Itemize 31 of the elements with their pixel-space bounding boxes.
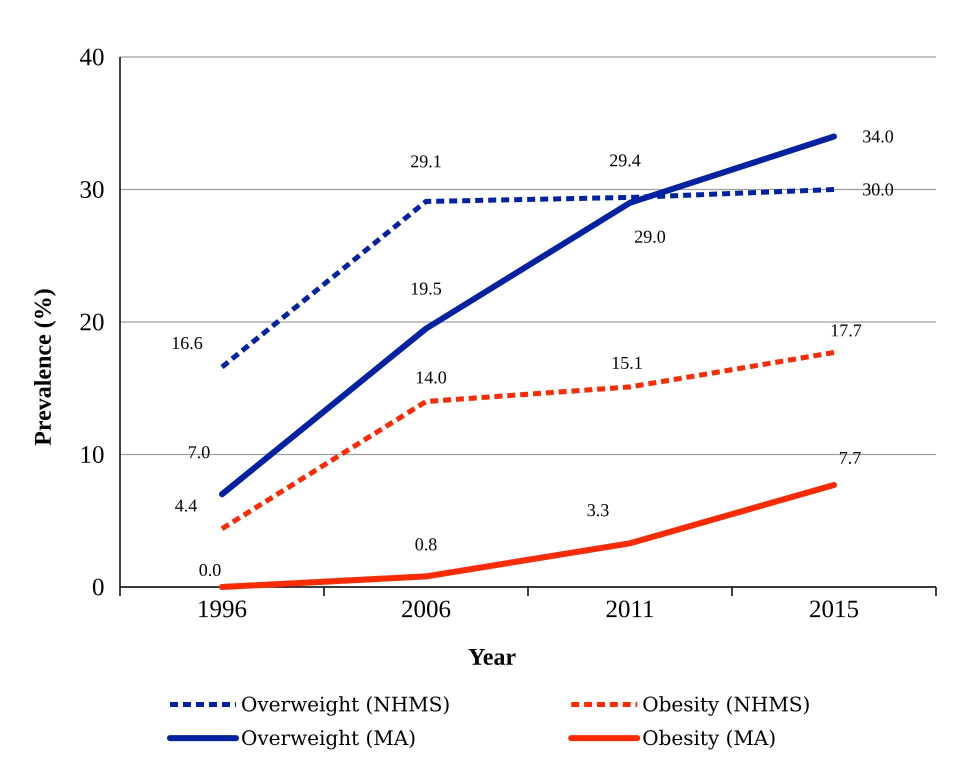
y-tick-label: 20 — [80, 314, 104, 330]
y-tick-label: 10 — [82, 446, 104, 463]
data-label: 30.0 — [863, 183, 894, 196]
y-tick-label: 30 — [80, 181, 104, 198]
data-label: 0.0 — [199, 564, 221, 576]
y-axis-title: Prevalence (%) — [34, 289, 56, 446]
x-axis-title: Year — [468, 648, 516, 665]
legend-label: Overweight (MA) — [242, 730, 414, 750]
x-tick-label: 2011 — [606, 600, 654, 618]
legend-label: Obesity (MA) — [643, 730, 775, 750]
data-label: 29.0 — [635, 230, 666, 243]
data-label: 0.8 — [415, 538, 437, 551]
data-label: 7.0 — [188, 446, 210, 458]
x-tick-label: 2015 — [810, 600, 858, 618]
data-label: 19.5 — [412, 282, 442, 295]
data-label: 17.7 — [832, 324, 862, 337]
data-label: 16.6 — [172, 336, 202, 350]
y-tick-label: 40 — [80, 48, 104, 66]
legend-label: Obesity (NHMS) — [643, 696, 809, 716]
data-label: 3.3 — [588, 504, 609, 516]
y-tick-label: 0 — [92, 578, 104, 596]
data-label: 7.7 — [840, 452, 861, 464]
data-label: 15.1 — [612, 356, 642, 369]
data-label: 34.0 — [863, 130, 894, 143]
x-tick-label: 2006 — [402, 600, 450, 618]
data-label: 4.4 — [175, 500, 197, 512]
data-label: 29.1 — [411, 155, 441, 168]
legend-label: Overweight (NHMS) — [242, 696, 449, 716]
x-tick-label: 1996 — [199, 600, 246, 618]
data-label: 14.0 — [416, 371, 446, 384]
data-label: 29.4 — [610, 154, 640, 167]
